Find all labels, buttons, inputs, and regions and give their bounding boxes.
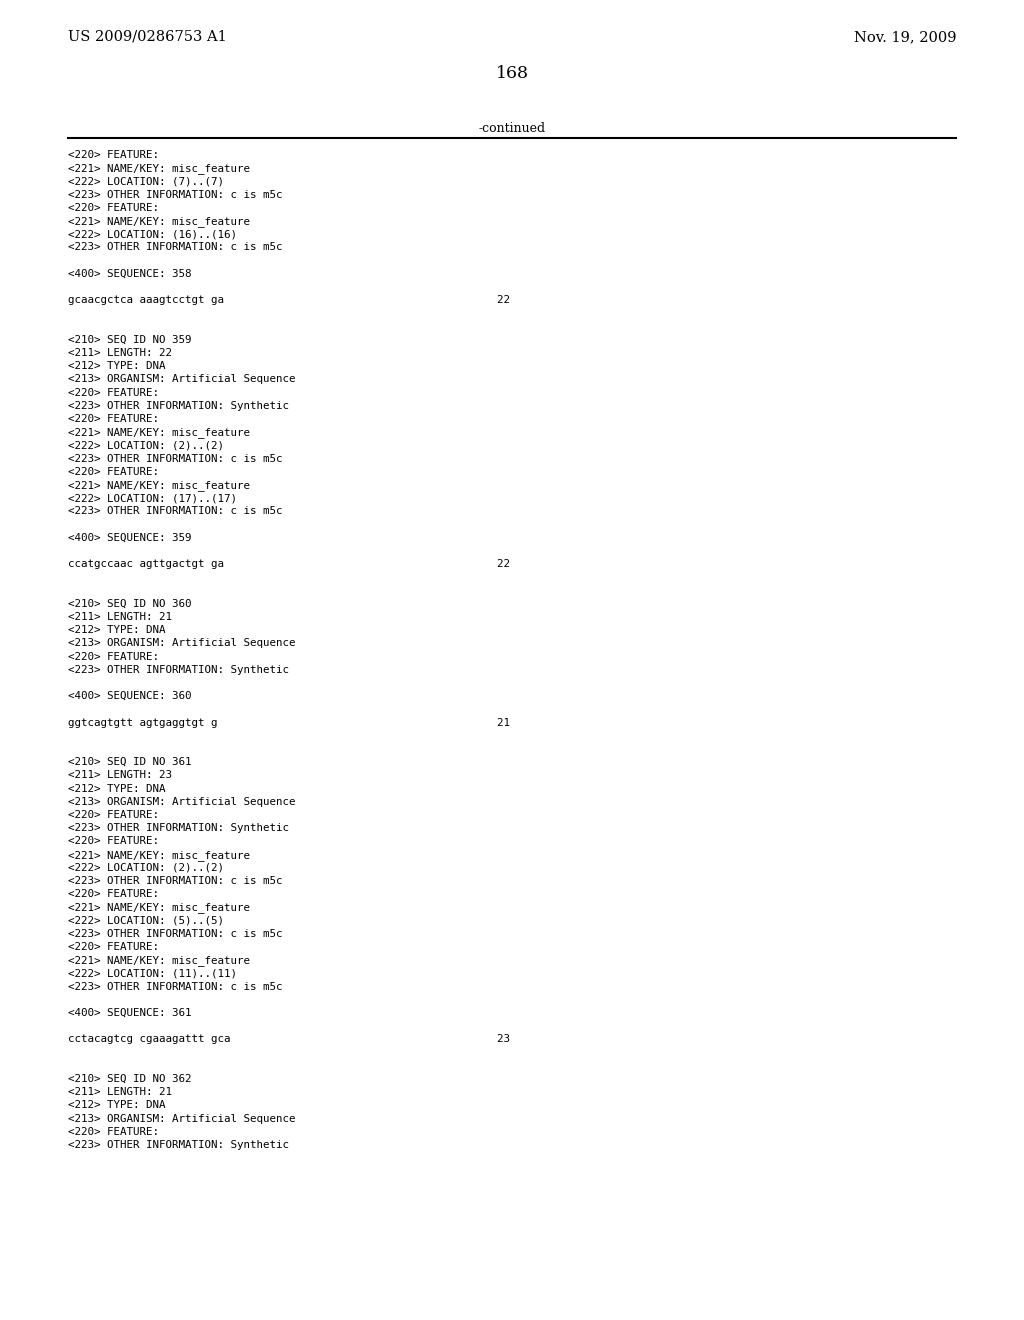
Text: <223> OTHER INFORMATION: c is m5c: <223> OTHER INFORMATION: c is m5c (68, 507, 283, 516)
Text: <210> SEQ ID NO 361: <210> SEQ ID NO 361 (68, 758, 191, 767)
Text: <222> LOCATION: (7)..(7): <222> LOCATION: (7)..(7) (68, 177, 224, 186)
Text: -continued: -continued (478, 121, 546, 135)
Text: <400> SEQUENCE: 360: <400> SEQUENCE: 360 (68, 692, 191, 701)
Text: <212> TYPE: DNA: <212> TYPE: DNA (68, 1101, 166, 1110)
Text: <211> LENGTH: 22: <211> LENGTH: 22 (68, 348, 172, 358)
Text: <221> NAME/KEY: misc_feature: <221> NAME/KEY: misc_feature (68, 956, 250, 966)
Text: <222> LOCATION: (5)..(5): <222> LOCATION: (5)..(5) (68, 916, 224, 925)
Text: <223> OTHER INFORMATION: c is m5c: <223> OTHER INFORMATION: c is m5c (68, 454, 283, 463)
Text: <220> FEATURE:: <220> FEATURE: (68, 388, 159, 397)
Text: <400> SEQUENCE: 358: <400> SEQUENCE: 358 (68, 269, 191, 279)
Text: <221> NAME/KEY: misc_feature: <221> NAME/KEY: misc_feature (68, 480, 250, 491)
Text: ggtcagtgtt agtgaggtgt g                                           21: ggtcagtgtt agtgaggtgt g 21 (68, 718, 510, 727)
Text: cctacagtcg cgaaagattt gca                                         23: cctacagtcg cgaaagattt gca 23 (68, 1035, 510, 1044)
Text: <210> SEQ ID NO 362: <210> SEQ ID NO 362 (68, 1074, 191, 1084)
Text: <213> ORGANISM: Artificial Sequence: <213> ORGANISM: Artificial Sequence (68, 375, 296, 384)
Text: <222> LOCATION: (11)..(11): <222> LOCATION: (11)..(11) (68, 969, 237, 978)
Text: <223> OTHER INFORMATION: Synthetic: <223> OTHER INFORMATION: Synthetic (68, 824, 289, 833)
Text: <222> LOCATION: (16)..(16): <222> LOCATION: (16)..(16) (68, 230, 237, 239)
Text: 168: 168 (496, 65, 528, 82)
Text: <221> NAME/KEY: misc_feature: <221> NAME/KEY: misc_feature (68, 903, 250, 913)
Text: <223> OTHER INFORMATION: Synthetic: <223> OTHER INFORMATION: Synthetic (68, 665, 289, 675)
Text: <223> OTHER INFORMATION: c is m5c: <223> OTHER INFORMATION: c is m5c (68, 982, 283, 991)
Text: <213> ORGANISM: Artificial Sequence: <213> ORGANISM: Artificial Sequence (68, 797, 296, 807)
Text: <223> OTHER INFORMATION: c is m5c: <223> OTHER INFORMATION: c is m5c (68, 243, 283, 252)
Text: <220> FEATURE:: <220> FEATURE: (68, 810, 159, 820)
Text: <213> ORGANISM: Artificial Sequence: <213> ORGANISM: Artificial Sequence (68, 639, 296, 648)
Text: <212> TYPE: DNA: <212> TYPE: DNA (68, 784, 166, 793)
Text: <221> NAME/KEY: misc_feature: <221> NAME/KEY: misc_feature (68, 164, 250, 174)
Text: <211> LENGTH: 23: <211> LENGTH: 23 (68, 771, 172, 780)
Text: <211> LENGTH: 21: <211> LENGTH: 21 (68, 1088, 172, 1097)
Text: <400> SEQUENCE: 359: <400> SEQUENCE: 359 (68, 533, 191, 543)
Text: <222> LOCATION: (2)..(2): <222> LOCATION: (2)..(2) (68, 863, 224, 873)
Text: <220> FEATURE:: <220> FEATURE: (68, 942, 159, 952)
Text: <223> OTHER INFORMATION: c is m5c: <223> OTHER INFORMATION: c is m5c (68, 190, 283, 199)
Text: <220> FEATURE:: <220> FEATURE: (68, 203, 159, 213)
Text: US 2009/0286753 A1: US 2009/0286753 A1 (68, 30, 226, 44)
Text: <223> OTHER INFORMATION: Synthetic: <223> OTHER INFORMATION: Synthetic (68, 401, 289, 411)
Text: <222> LOCATION: (17)..(17): <222> LOCATION: (17)..(17) (68, 494, 237, 503)
Text: <212> TYPE: DNA: <212> TYPE: DNA (68, 362, 166, 371)
Text: <210> SEQ ID NO 359: <210> SEQ ID NO 359 (68, 335, 191, 345)
Text: Nov. 19, 2009: Nov. 19, 2009 (853, 30, 956, 44)
Text: <223> OTHER INFORMATION: c is m5c: <223> OTHER INFORMATION: c is m5c (68, 929, 283, 939)
Text: <220> FEATURE:: <220> FEATURE: (68, 652, 159, 661)
Text: <212> TYPE: DNA: <212> TYPE: DNA (68, 626, 166, 635)
Text: <223> OTHER INFORMATION: Synthetic: <223> OTHER INFORMATION: Synthetic (68, 1140, 289, 1150)
Text: <220> FEATURE:: <220> FEATURE: (68, 414, 159, 424)
Text: <220> FEATURE:: <220> FEATURE: (68, 837, 159, 846)
Text: <213> ORGANISM: Artificial Sequence: <213> ORGANISM: Artificial Sequence (68, 1114, 296, 1123)
Text: <220> FEATURE:: <220> FEATURE: (68, 150, 159, 160)
Text: <221> NAME/KEY: misc_feature: <221> NAME/KEY: misc_feature (68, 428, 250, 438)
Text: ccatgccaac agttgactgt ga                                          22: ccatgccaac agttgactgt ga 22 (68, 560, 510, 569)
Text: <210> SEQ ID NO 360: <210> SEQ ID NO 360 (68, 599, 191, 609)
Text: <211> LENGTH: 21: <211> LENGTH: 21 (68, 612, 172, 622)
Text: <221> NAME/KEY: misc_feature: <221> NAME/KEY: misc_feature (68, 216, 250, 227)
Text: <223> OTHER INFORMATION: c is m5c: <223> OTHER INFORMATION: c is m5c (68, 876, 283, 886)
Text: <400> SEQUENCE: 361: <400> SEQUENCE: 361 (68, 1008, 191, 1018)
Text: <221> NAME/KEY: misc_feature: <221> NAME/KEY: misc_feature (68, 850, 250, 861)
Text: gcaacgctca aaagtcctgt ga                                          22: gcaacgctca aaagtcctgt ga 22 (68, 296, 510, 305)
Text: <220> FEATURE:: <220> FEATURE: (68, 890, 159, 899)
Text: <220> FEATURE:: <220> FEATURE: (68, 467, 159, 477)
Text: <220> FEATURE:: <220> FEATURE: (68, 1127, 159, 1137)
Text: <222> LOCATION: (2)..(2): <222> LOCATION: (2)..(2) (68, 441, 224, 450)
